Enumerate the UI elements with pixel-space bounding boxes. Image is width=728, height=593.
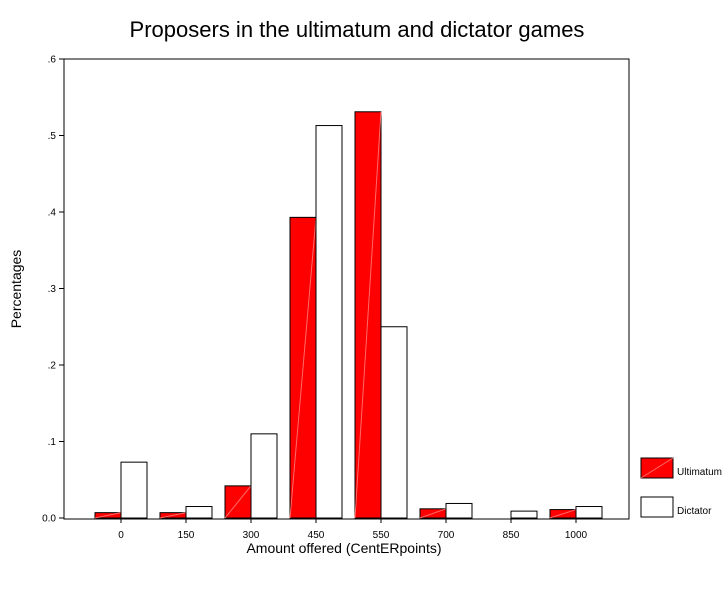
y-axis-ticks: .6 .5 .4 .3 .2 .1 0.0 [42,55,64,525]
legend-swatch-dictator [640,496,674,518]
y-tick-label: 0.0 [42,514,56,525]
bar-dictator-1000 [575,506,603,519]
legend-label-dictator: Dictator [677,506,712,517]
plot-area-frame [63,58,630,520]
x-tick-label: 0 [118,530,124,541]
y-tick-label: .3 [48,284,57,295]
bar-dictator-700 [445,502,473,519]
y-tick-label: .1 [48,437,57,448]
bar-hatch-1000 [549,509,577,519]
legend-swatch-hatch [640,457,674,479]
bar-dictator-300 [250,433,278,519]
y-tick-label: .2 [48,361,57,372]
bars-group [94,111,603,519]
x-tick-label: 850 [503,530,520,541]
y-tick-label: .6 [48,55,57,66]
bar-dictator-450 [315,125,343,519]
x-tick-label: 300 [243,530,260,541]
x-axis-ticks: 0 150 300 450 550 700 850 1000 [118,518,588,541]
chart-title: Proposers in the ultimatum and dictator … [130,17,585,42]
bar-hatch-150 [159,512,187,519]
bar-hatch-550 [354,111,382,519]
bar-dictator-150 [185,506,213,519]
bar-hatch-0 [94,512,122,519]
bar-dictator-0 [120,461,148,519]
x-tick-label: 450 [308,530,325,541]
x-tick-label: 700 [438,530,455,541]
bar-hatch-450 [289,217,317,519]
y-axis-label: Percentages [8,250,24,329]
bar-dictator-850 [510,510,538,519]
bar-hatch-700 [419,508,447,519]
legend: Ultimatum Dictator [640,457,722,518]
y-tick-label: .4 [48,208,57,219]
bar-hatch-300 [224,485,252,519]
x-axis-label: Amount offered (CentERpoints) [246,540,441,556]
x-tick-label: 550 [373,530,390,541]
y-tick-label: .5 [48,131,57,142]
x-tick-label: 150 [178,530,195,541]
legend-label-ultimatum: Ultimatum [677,467,722,478]
bar-dictator-550 [380,326,408,519]
x-tick-label: 1000 [565,530,588,541]
